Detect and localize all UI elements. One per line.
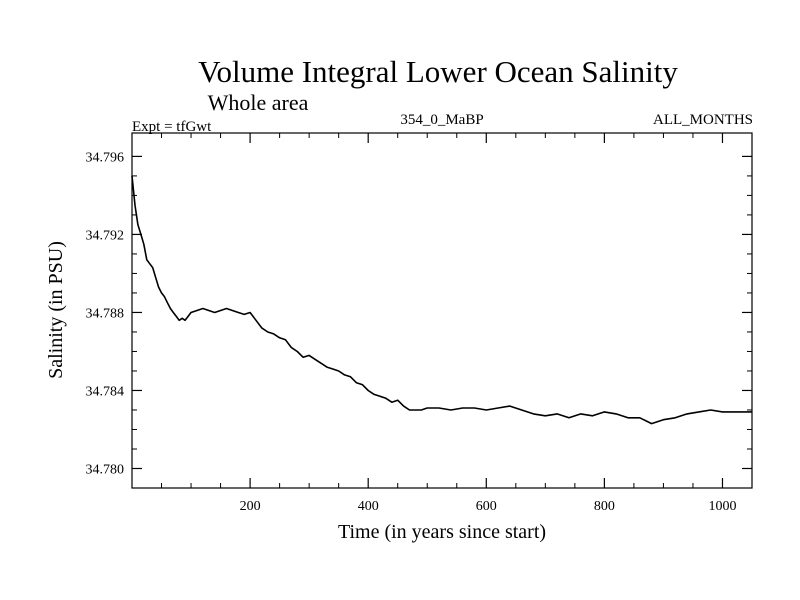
x-tick-label: 800 bbox=[594, 499, 615, 514]
chart-title: Volume Integral Lower Ocean Salinity bbox=[198, 54, 678, 89]
x-axis-tick-labels: 200 400 600 800 1000 bbox=[240, 499, 737, 514]
period-label: 354_0_MaBP bbox=[400, 112, 483, 128]
x-axis-label: Time (in years since start) bbox=[338, 521, 546, 543]
salinity-series-line bbox=[131, 175, 752, 425]
y-tick-label: 34.784 bbox=[86, 384, 125, 399]
y-axis-label: Salinity (in PSU) bbox=[45, 241, 67, 379]
x-tick-label: 600 bbox=[476, 499, 497, 514]
x-tick-label: 200 bbox=[240, 499, 261, 514]
x-tick-label: 1000 bbox=[708, 499, 736, 514]
x-tick-label: 400 bbox=[358, 499, 379, 514]
y-tick-label: 34.788 bbox=[86, 306, 125, 321]
x-axis-ticks bbox=[161, 133, 753, 488]
y-axis-tick-labels: 34.780 34.784 34.788 34.792 34.796 bbox=[86, 150, 125, 477]
plot-frame bbox=[131, 132, 753, 489]
experiment-label: Expt = tfGwt bbox=[132, 119, 212, 135]
months-label: ALL_MONTHS bbox=[653, 112, 753, 128]
y-tick-label: 34.792 bbox=[86, 228, 125, 243]
chart-subtitle: Whole area bbox=[208, 90, 309, 115]
y-tick-label: 34.796 bbox=[86, 150, 125, 165]
y-axis-ticks bbox=[132, 155, 752, 470]
y-tick-label: 34.780 bbox=[86, 462, 125, 477]
